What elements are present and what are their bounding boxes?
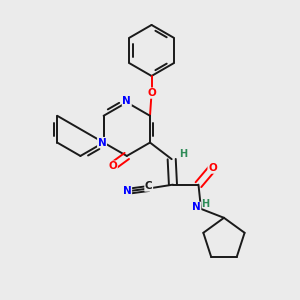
Text: O: O <box>147 88 156 98</box>
Text: O: O <box>208 163 217 173</box>
Text: H: H <box>179 149 188 160</box>
Text: N: N <box>98 138 106 148</box>
Text: O: O <box>108 161 117 171</box>
Text: N: N <box>192 202 201 212</box>
Text: N: N <box>122 96 131 106</box>
Text: N: N <box>123 186 131 196</box>
Text: H: H <box>202 199 210 209</box>
Text: C: C <box>145 181 152 191</box>
